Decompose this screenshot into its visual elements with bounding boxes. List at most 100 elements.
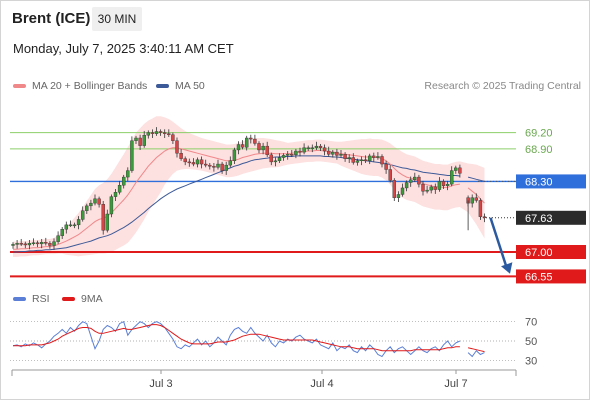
legend-ma20-label: MA 20 + Bollinger Bands [32, 80, 148, 92]
candle [60, 227, 64, 239]
candle-body [15, 243, 19, 245]
candle [253, 134, 257, 146]
candle-body [117, 185, 122, 193]
candle-body [277, 157, 282, 162]
candle-body [60, 228, 64, 236]
candle [384, 160, 388, 174]
level-label: 68.30 [525, 176, 553, 188]
candle-body [203, 163, 208, 166]
candle [322, 144, 327, 156]
legend-rsi: RSI [13, 293, 50, 305]
rsi-line [12, 321, 485, 358]
candle [339, 149, 343, 158]
rsi-tick-label: 50 [525, 336, 537, 348]
candle-body [224, 164, 228, 171]
candle-body [232, 149, 237, 161]
candle [68, 220, 73, 228]
candle-body [429, 186, 433, 191]
candle [126, 167, 130, 182]
candle [335, 148, 339, 160]
level-67.00: 67.00 [10, 245, 586, 259]
level-tag [516, 269, 586, 284]
candle-body [19, 243, 23, 245]
candle [105, 209, 110, 233]
candle-body [331, 151, 335, 155]
rsi-tick-label: 30 [525, 355, 537, 367]
candle [265, 141, 269, 157]
candle-body [134, 137, 138, 141]
candle-body [72, 224, 77, 227]
candle-body [257, 143, 261, 151]
candle [306, 145, 310, 152]
level-66.55: 66.55 [10, 269, 586, 284]
candle-body [236, 144, 241, 151]
candle-body [216, 163, 220, 168]
candle [121, 174, 126, 189]
candle-body [450, 170, 454, 185]
x-tick-label: Jul 7 [444, 378, 467, 390]
candle-body [11, 244, 15, 246]
candle [146, 130, 151, 139]
candle [220, 161, 224, 174]
candle [101, 200, 105, 235]
candle [187, 158, 192, 167]
candle-body [269, 154, 273, 163]
candle-body [244, 137, 249, 148]
candle [359, 156, 364, 166]
candle-body [199, 159, 204, 165]
candle [368, 153, 372, 165]
candle-body [40, 242, 44, 245]
rsi-swatch-icon [13, 297, 26, 301]
candle [40, 238, 44, 249]
candle [109, 194, 114, 218]
candle-body [363, 159, 368, 161]
candle [400, 183, 405, 197]
candle [355, 158, 360, 166]
candle-body [318, 145, 323, 148]
candle-body [35, 242, 40, 245]
candle [249, 134, 253, 144]
candle [417, 174, 421, 188]
candle [113, 189, 118, 201]
candle-body [261, 145, 265, 151]
candle [445, 180, 450, 191]
candle [302, 143, 306, 155]
candle [154, 127, 159, 136]
candle-body [273, 160, 278, 163]
candle-body [400, 187, 405, 195]
candle-body [380, 156, 384, 165]
candle-body [355, 160, 360, 163]
candle-body [97, 198, 101, 205]
level-68.30: 68.30 [10, 174, 586, 189]
candle-body [31, 242, 36, 244]
candle-body [433, 186, 437, 190]
candle [232, 147, 237, 165]
candle [396, 191, 401, 203]
candle [294, 148, 298, 159]
candle-body [265, 145, 269, 156]
candle [31, 238, 36, 246]
candle [89, 199, 93, 211]
candle [437, 177, 442, 192]
candle-body [195, 159, 200, 165]
candle-body [220, 163, 224, 171]
candle-body [351, 157, 355, 163]
timeframe-badge[interactable]: 30 MIN [92, 7, 142, 31]
candle [458, 164, 462, 178]
candle-body [396, 194, 401, 198]
ma20-swatch-icon [13, 84, 26, 88]
candle [158, 129, 163, 136]
candle-body [404, 182, 409, 189]
rsi-ma-line [13, 324, 485, 353]
candle [183, 156, 187, 166]
candle-body [76, 219, 81, 226]
candle [93, 194, 97, 206]
candle-body [191, 162, 196, 165]
candle [203, 159, 208, 168]
candle [15, 240, 19, 249]
candle [351, 153, 355, 165]
candle-body [101, 204, 105, 231]
candle-body [388, 169, 392, 181]
candle [72, 222, 77, 229]
